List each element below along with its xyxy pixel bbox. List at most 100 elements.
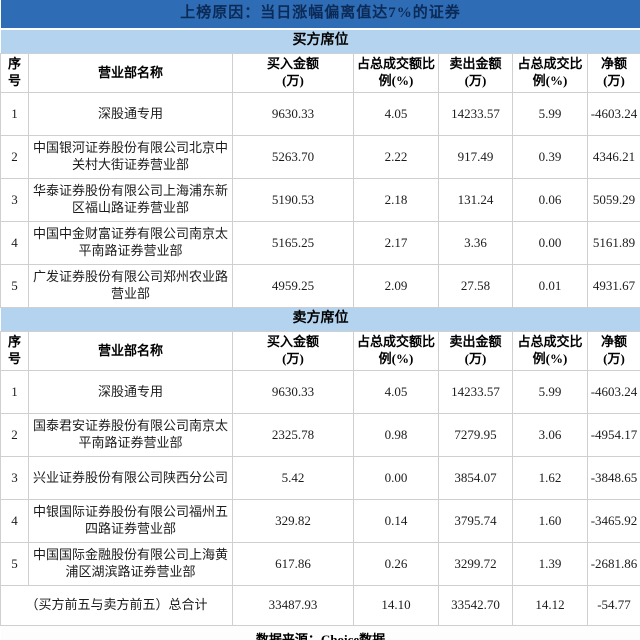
cell-seq: 1 — [0, 370, 29, 414]
cell-seq: 4 — [0, 499, 29, 543]
cell-buy-amount: 2325.78 — [232, 413, 354, 457]
total-sell-pct: 14.12 — [512, 585, 588, 626]
grand-total-row: （买方前五与卖方前五）总合计 33487.93 14.10 33542.70 1… — [0, 585, 640, 626]
cell-seq: 4 — [0, 221, 29, 265]
cell-net: -3848.65 — [586, 456, 640, 500]
banner-title: 上榜原因：当日涨幅偏离值达7%的证券 — [0, 0, 640, 30]
buy-section-title: 买方席位 — [0, 28, 640, 54]
total-buy-amount: 33487.93 — [232, 585, 354, 626]
cell-seq: 3 — [0, 456, 29, 500]
cell-buy-amount: 5190.53 — [232, 178, 354, 222]
col-header-seq: 序号 — [0, 53, 29, 93]
cell-seq: 5 — [0, 264, 29, 308]
col-header-buy-pct: 占总成交额比例(%) — [353, 53, 439, 93]
cell-net: 5161.89 — [586, 221, 640, 265]
cell-net: 5059.29 — [586, 178, 640, 222]
cell-sell-amount: 131.24 — [438, 178, 513, 222]
cell-sell-pct: 5.99 — [512, 92, 588, 136]
cell-seq: 5 — [0, 542, 29, 586]
cell-buy-pct: 4.05 — [353, 370, 439, 414]
buy-row-2: 2 中国银河证券股份有限公司北京中关村大街证券营业部 5263.70 2.22 … — [0, 135, 640, 179]
buy-row-1: 1 深股通专用 9630.33 4.05 14233.57 5.99 -4603… — [0, 92, 640, 136]
col-header-net: 净额 (万) — [586, 331, 640, 371]
cell-sell-pct: 1.62 — [512, 456, 588, 500]
cell-sell-pct: 5.99 — [512, 370, 588, 414]
sell-row-2: 2 国泰君安证券股份有限公司南京太平南路证券营业部 2325.78 0.98 7… — [0, 413, 640, 457]
cell-sell-pct: 3.06 — [512, 413, 588, 457]
cell-buy-pct: 2.18 — [353, 178, 439, 222]
cell-sell-pct: 1.60 — [512, 499, 588, 543]
cell-buy-pct: 0.14 — [353, 499, 439, 543]
sell-header-row: 序号 营业部名称 买入金额 (万) 占总成交额比例(%) 卖出金额 (万) 占总… — [0, 331, 640, 371]
cell-buy-amount: 617.86 — [232, 542, 354, 586]
col-header-buy-pct: 占总成交额比例(%) — [353, 331, 439, 371]
col-header-net: 净额 (万) — [586, 53, 640, 93]
cell-buy-amount: 9630.33 — [232, 92, 354, 136]
cell-branch-name: 中银国际证券股份有限公司福州五四路证券营业部 — [28, 499, 233, 543]
cell-sell-pct: 1.39 — [512, 542, 588, 586]
cell-net: -4954.17 — [586, 413, 640, 457]
cell-branch-name: 深股通专用 — [28, 370, 233, 414]
sell-row-5: 5 中国国际金融股份有限公司上海黄浦区湖滨路证券营业部 617.86 0.26 … — [0, 542, 640, 586]
cell-net: -3465.92 — [586, 499, 640, 543]
cell-sell-pct: 0.06 — [512, 178, 588, 222]
cell-buy-amount: 5.42 — [232, 456, 354, 500]
col-header-sell-pct: 占总成交比例(%) — [512, 331, 588, 371]
cell-branch-name: 国泰君安证券股份有限公司南京太平南路证券营业部 — [28, 413, 233, 457]
sell-row-4: 4 中银国际证券股份有限公司福州五四路证券营业部 329.82 0.14 379… — [0, 499, 640, 543]
cell-buy-pct: 0.26 — [353, 542, 439, 586]
cell-net: 4346.21 — [586, 135, 640, 179]
cell-seq: 1 — [0, 92, 29, 136]
col-header-branch: 营业部名称 — [28, 53, 233, 93]
cell-net: -4603.24 — [586, 370, 640, 414]
cell-buy-amount: 4959.25 — [232, 264, 354, 308]
total-buy-pct: 14.10 — [353, 585, 439, 626]
cell-sell-amount: 3299.72 — [438, 542, 513, 586]
cell-branch-name: 中国国际金融股份有限公司上海黄浦区湖滨路证券营业部 — [28, 542, 233, 586]
buy-section-band: 买方席位 — [0, 28, 640, 54]
cell-net: -2681.86 — [586, 542, 640, 586]
total-sell-amount: 33542.70 — [438, 585, 513, 626]
buy-row-3: 3 华泰证券股份有限公司上海浦东新区福山路证券营业部 5190.53 2.18 … — [0, 178, 640, 222]
cell-buy-pct: 0.00 — [353, 456, 439, 500]
cell-branch-name: 中国中金财富证券有限公司南京太平南路证券营业部 — [28, 221, 233, 265]
cell-net: -4603.24 — [586, 92, 640, 136]
buy-header-row: 序号 营业部名称 买入金额 (万) 占总成交额比例(%) 卖出金额 (万) 占总… — [0, 53, 640, 93]
col-header-sell-amount: 卖出金额 (万) — [438, 331, 513, 371]
cell-branch-name: 兴业证券股份有限公司陕西分公司 — [28, 456, 233, 500]
data-source-row: 数据来源：Choice数据 — [0, 625, 640, 640]
cell-branch-name: 广发证券股份有限公司郑州农业路营业部 — [28, 264, 233, 308]
cell-branch-name: 华泰证券股份有限公司上海浦东新区福山路证券营业部 — [28, 178, 233, 222]
total-net: -54.77 — [586, 585, 640, 626]
cell-sell-pct: 0.39 — [512, 135, 588, 179]
total-label: （买方前五与卖方前五）总合计 — [0, 585, 233, 626]
cell-sell-amount: 14233.57 — [438, 92, 513, 136]
cell-seq: 2 — [0, 135, 29, 179]
cell-buy-pct: 0.98 — [353, 413, 439, 457]
col-header-buy-amount: 买入金额 (万) — [232, 331, 354, 371]
sell-row-1: 1 深股通专用 9630.33 4.05 14233.57 5.99 -4603… — [0, 370, 640, 414]
col-header-seq: 序号 — [0, 331, 29, 371]
cell-sell-amount: 3854.07 — [438, 456, 513, 500]
cell-sell-amount: 3.36 — [438, 221, 513, 265]
buy-row-4: 4 中国中金财富证券有限公司南京太平南路证券营业部 5165.25 2.17 3… — [0, 221, 640, 265]
cell-buy-amount: 9630.33 — [232, 370, 354, 414]
cell-seq: 2 — [0, 413, 29, 457]
cell-buy-amount: 5165.25 — [232, 221, 354, 265]
cell-sell-amount: 3795.74 — [438, 499, 513, 543]
cell-buy-pct: 2.17 — [353, 221, 439, 265]
cell-buy-amount: 5263.70 — [232, 135, 354, 179]
cell-branch-name: 深股通专用 — [28, 92, 233, 136]
col-header-sell-amount: 卖出金额 (万) — [438, 53, 513, 93]
cell-buy-pct: 4.05 — [353, 92, 439, 136]
cell-net: 4931.67 — [586, 264, 640, 308]
banner-row: 上榜原因：当日涨幅偏离值达7%的证券 — [0, 0, 640, 30]
cell-sell-amount: 14233.57 — [438, 370, 513, 414]
buy-row-5: 5 广发证券股份有限公司郑州农业路营业部 4959.25 2.09 27.58 … — [0, 264, 640, 308]
col-header-sell-pct: 占总成交比例(%) — [512, 53, 588, 93]
cell-sell-amount: 917.49 — [438, 135, 513, 179]
col-header-branch: 营业部名称 — [28, 331, 233, 371]
sell-section-band: 卖方席位 — [0, 307, 640, 332]
